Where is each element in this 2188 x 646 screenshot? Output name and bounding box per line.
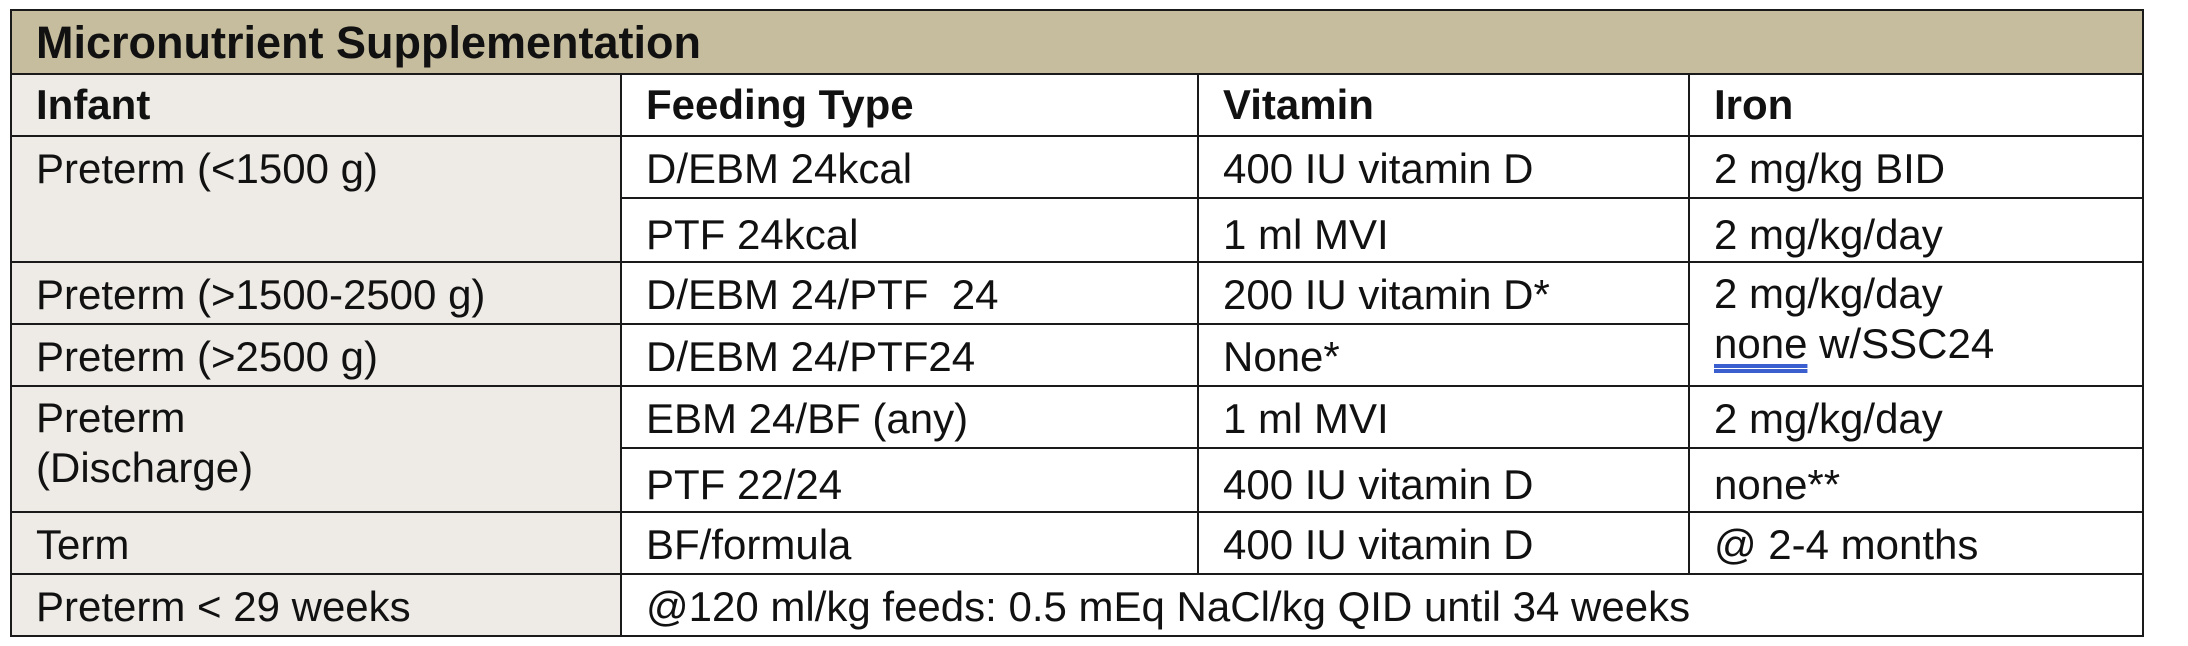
infant-preterm-lt1500: Preterm (<1500 g)	[10, 135, 622, 263]
vitamin-cell: 400 IU vitamin D	[1197, 447, 1690, 513]
table-row: Preterm (<1500 g) D/EBM 24kcal 400 IU vi…	[10, 135, 2145, 263]
iron-none-underlined: none	[1714, 320, 1808, 367]
vitamin-cell: 400 IU vitamin D	[1197, 135, 1690, 199]
supplementation-table-wrapper: Micronutrient Supplementation Infant Fee…	[9, 9, 2145, 637]
infant-discharge-line2: (Discharge)	[36, 444, 254, 491]
feeding-cell: D/EBM 24/PTF 24	[620, 261, 1199, 325]
title-row: Micronutrient Supplementation	[9, 9, 2145, 75]
vitamin-cell: 1 ml MVI	[1197, 197, 1690, 263]
feeding-cell: D/EBM 24/PTF24	[620, 323, 1199, 387]
feeding-cell: PTF 24kcal	[620, 197, 1199, 263]
table-row: PTF 22/24 400 IU vitamin D none**	[11, 447, 2145, 513]
iron-cell: 2 mg/kg BID	[1687, 135, 2145, 199]
feeding-cell: EBM 24/BF (any)	[620, 385, 1199, 449]
table-row: Term BF/formula 400 IU vitamin D @ 2-4 m…	[10, 511, 2145, 575]
iron-cell: 2 mg/kg/day	[1687, 385, 2145, 449]
header-iron: Iron	[1687, 73, 2145, 137]
feeding-cell: BF/formula	[620, 511, 1199, 575]
micronutrient-table: Micronutrient Supplementation Infant Fee…	[9, 9, 2145, 637]
vitamin-cell: 200 IU vitamin D*	[1197, 261, 1690, 325]
nacl-note-cell: @120 ml/kg feeds: 0.5 mEq NaCl/kg QID un…	[619, 573, 2145, 637]
table-row: Preterm (Discharge) EBM 24/BF (any) 1 ml…	[10, 385, 2145, 513]
infant-preterm-gt2500: Preterm (>2500 g)	[10, 323, 622, 387]
iron-cell: none**	[1687, 447, 2145, 513]
feeding-cell: PTF 22/24	[620, 447, 1199, 513]
header-row: Infant Feeding Type Vitamin Iron	[10, 73, 2145, 137]
iron-shared-cell: 2 mg/kg/day none w/SSC24	[1687, 261, 2145, 387]
table-row: Preterm < 29 weeks @120 ml/kg feeds: 0.5…	[10, 573, 2145, 637]
iron-cell: 2 mg/kg/day	[1687, 197, 2145, 263]
infant-preterm-lt29: Preterm < 29 weeks	[10, 573, 622, 637]
infant-term: Term	[10, 511, 622, 575]
iron-shared-line1: 2 mg/kg/day	[1714, 270, 1943, 317]
header-vitamin: Vitamin	[1197, 73, 1690, 137]
table-title: Micronutrient Supplementation	[9, 9, 2145, 75]
infant-preterm-discharge: Preterm (Discharge)	[10, 385, 622, 513]
feeding-cell: D/EBM 24kcal	[620, 135, 1199, 199]
infant-preterm-1500-2500: Preterm (>1500-2500 g)	[10, 261, 622, 325]
iron-ssc24-text: w/SSC24	[1807, 320, 1995, 367]
infant-discharge-line1: Preterm	[36, 394, 186, 441]
vitamin-cell: 400 IU vitamin D	[1197, 511, 1690, 575]
header-infant: Infant	[10, 73, 622, 137]
vitamin-cell: None*	[1197, 323, 1690, 387]
table-row: Preterm (>1500-2500 g) D/EBM 24/PTF 24 2…	[10, 261, 2145, 387]
header-feeding-type: Feeding Type	[620, 73, 1199, 137]
table-row: Preterm (>2500 g) D/EBM 24/PTF24 None*	[10, 323, 2143, 387]
iron-cell: @ 2-4 months	[1687, 511, 2145, 575]
table-row: PTF 24kcal 1 ml MVI 2 mg/kg/day	[11, 197, 2145, 263]
vitamin-cell: 1 ml MVI	[1197, 385, 1690, 449]
iron-shared-line2: none w/SSC24	[1714, 319, 2141, 369]
